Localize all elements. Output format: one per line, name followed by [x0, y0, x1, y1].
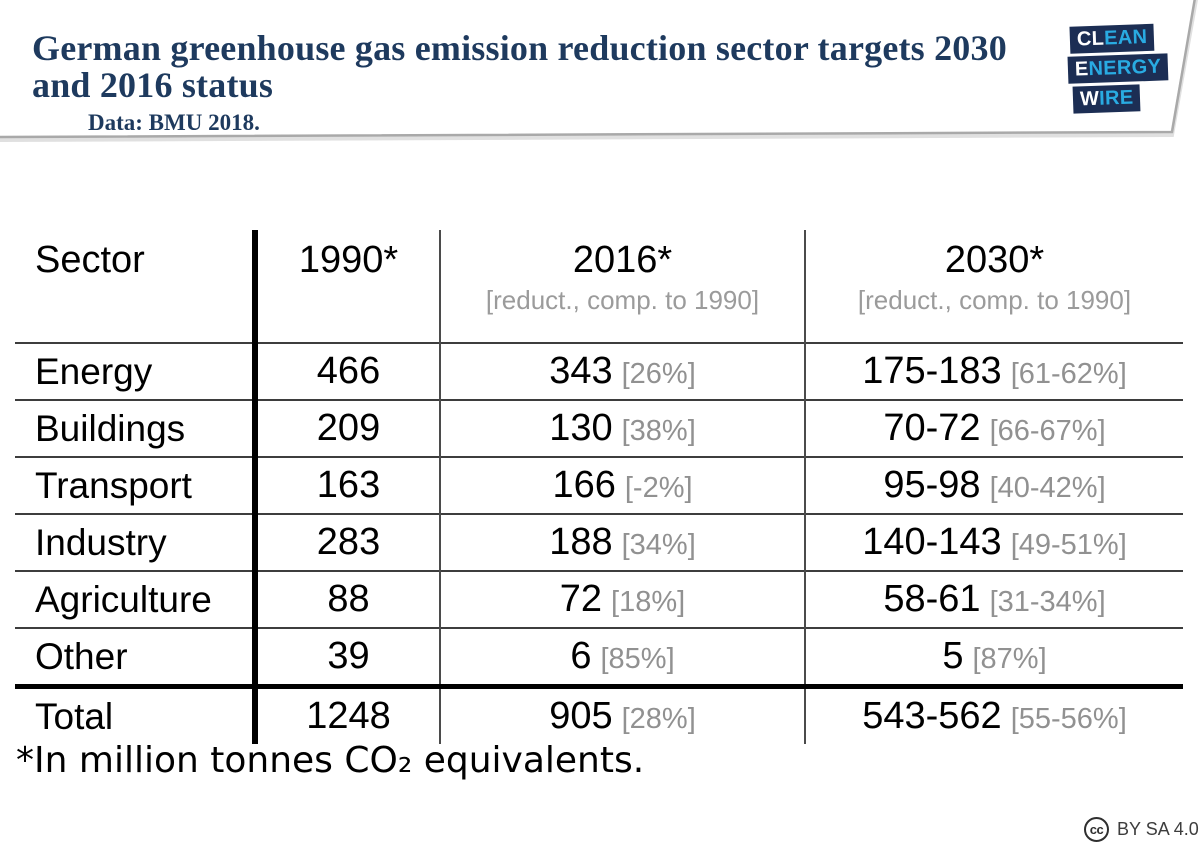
reduction-2030: [55-56%] — [1010, 703, 1127, 735]
value-2030-cell: 58-61 [31-34%] — [805, 570, 1183, 628]
reduction-2016: [28%] — [621, 703, 696, 735]
reduction-2030: [61-62%] — [1010, 358, 1127, 390]
column-header-2016: 2016* [reduct., comp. to 1990] — [440, 230, 806, 343]
reduction-2030: [40-42%] — [989, 472, 1106, 504]
value-2016-cell: 72 [18%] — [440, 570, 806, 628]
value-2030-cell: 175-183 [61-62%] — [805, 342, 1183, 400]
value-1990-cell: 88 — [255, 570, 441, 628]
sector-cell: Energy — [15, 342, 258, 400]
sector-cell: Other — [15, 627, 258, 687]
table-row: Agriculture 88 72 [18%] 58-61 [31-34%] — [15, 570, 1183, 628]
logo-text-cyan: NERGY — [1088, 55, 1162, 81]
reduction-2030: [31-34%] — [989, 586, 1106, 618]
page-title-line2: and 2016 status — [32, 65, 274, 105]
logo-text-cyan: EAN — [1103, 26, 1148, 50]
page-title-line1: German greenhouse gas emission reduction… — [32, 28, 1007, 68]
value-2016-cell: 166 [-2%] — [440, 456, 806, 514]
logo-text-white: W — [1079, 87, 1100, 111]
table-header-row: Sector 1990* 2016* [reduct., comp. to 19… — [15, 230, 1183, 343]
sector-cell: Transport — [15, 456, 258, 514]
data-source-note: Data: BMU 2018. — [88, 110, 260, 135]
table-row: Energy 466 343 [26%] 175-183 [61-62%] — [15, 342, 1183, 400]
value-1990-cell: 209 — [255, 399, 441, 457]
logo-text-white: E — [1074, 58, 1089, 81]
value-1990-cell: 1248 — [255, 684, 441, 744]
value-2030-cell: 140-143 [49-51%] — [805, 513, 1183, 571]
logo-line-energy: ENERGY — [1067, 53, 1169, 84]
logo-text-cyan: IRE — [1098, 86, 1134, 110]
reduction-2016: [18%] — [611, 586, 686, 618]
value-1990-cell: 39 — [255, 627, 441, 687]
value-2030-cell: 70-72 [66-67%] — [805, 399, 1183, 457]
creative-commons-icon: cc — [1084, 817, 1109, 842]
header: German greenhouse gas emission reduction… — [32, 30, 1007, 136]
reduction-2030: [66-67%] — [989, 415, 1106, 447]
value-1990-cell: 466 — [255, 342, 441, 400]
value-2016-cell: 905 [28%] — [440, 684, 806, 744]
table-row: Total 1248 905 [28%] 543-562 [55-56%] — [15, 684, 1183, 744]
sector-cell: Buildings — [15, 399, 258, 457]
reduction-2016: [26%] — [621, 358, 696, 390]
value-2030-cell: 5 [87%] — [805, 627, 1183, 687]
reduction-2030: [87%] — [972, 643, 1047, 675]
reduction-2016: [85%] — [600, 643, 675, 675]
clean-energy-wire-logo: CLEAN ENERGY WIRE — [1067, 23, 1169, 116]
unit-footnote: *In million tonnes CO₂ equivalents. — [16, 740, 645, 781]
value-1990-cell: 163 — [255, 456, 441, 514]
table-row: Other 39 6 [85%] 5 [87%] — [15, 627, 1183, 687]
sector-cell: Total — [15, 684, 258, 744]
sector-cell: Industry — [15, 513, 258, 571]
value-2030-cell: 95-98 [40-42%] — [805, 456, 1183, 514]
reduction-2016: [38%] — [621, 415, 696, 447]
logo-text-white: CL — [1076, 27, 1105, 51]
reduction-2016: [34%] — [621, 529, 696, 561]
table-row: Buildings 209 130 [38%] 70-72 [66-67%] — [15, 399, 1183, 457]
value-2016-cell: 130 [38%] — [440, 399, 806, 457]
value-1990-cell: 283 — [255, 513, 441, 571]
logo-line-clean: CLEAN — [1069, 23, 1155, 54]
license-label: BY SA 4.0 — [1117, 819, 1199, 839]
reduction-2016: [-2%] — [624, 472, 693, 504]
emissions-table: Sector 1990* 2016* [reduct., comp. to 19… — [15, 230, 1183, 744]
column-header-2030: 2030* [reduct., comp. to 1990] — [857, 239, 1132, 315]
logo-line-wire: WIRE — [1072, 84, 1141, 114]
column-header-1990: 1990* — [255, 230, 441, 343]
value-2030-cell: 543-562 [55-56%] — [805, 684, 1183, 744]
sector-cell: Agriculture — [15, 570, 258, 628]
license-badge: cc BY SA 4.0 — [1084, 817, 1199, 842]
table-row: Industry 283 188 [34%] 140-143 [49-51%] — [15, 513, 1183, 571]
value-2016-cell: 188 [34%] — [440, 513, 806, 571]
column-header-sector: Sector — [15, 230, 258, 343]
reduction-2030: [49-51%] — [1010, 529, 1127, 561]
value-2016-cell: 343 [26%] — [440, 342, 806, 400]
table-row: Transport 163 166 [-2%] 95-98 [40-42%] — [15, 456, 1183, 514]
value-2016-cell: 6 [85%] — [440, 627, 806, 687]
